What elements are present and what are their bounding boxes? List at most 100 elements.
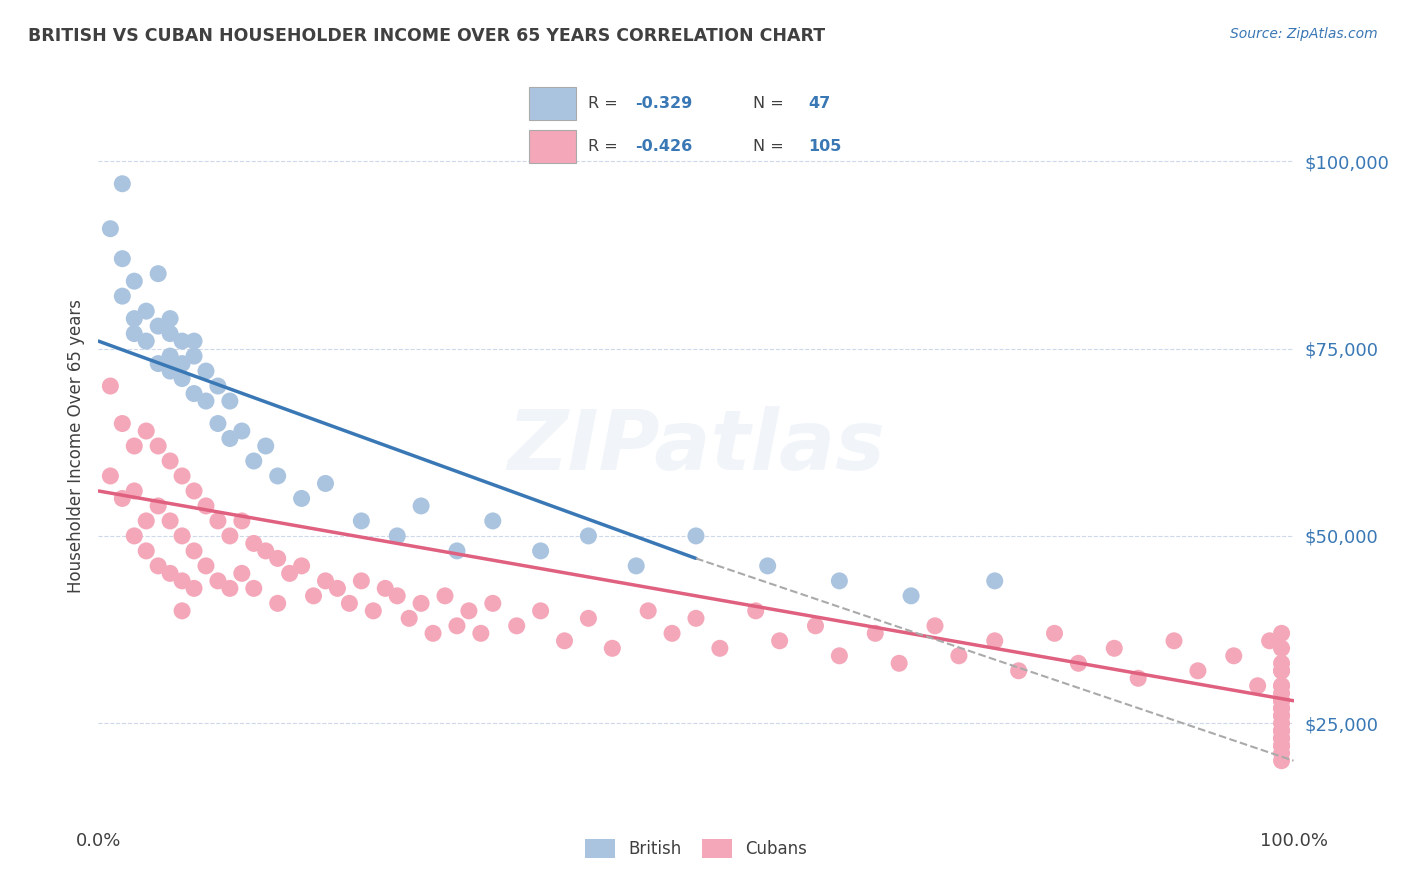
Point (159, 514, 181, 528)
Point (148, 357, 170, 371)
Point (554, 633, 576, 648)
Point (1187, 664, 1209, 678)
Point (135, 424, 157, 438)
Point (1271, 754, 1294, 768)
Point (231, 424, 253, 438)
Text: BRITISH VS CUBAN HOUSEHOLDER INCOME OVER 65 YEARS CORRELATION CHART: BRITISH VS CUBAN HOUSEHOLDER INCOME OVER… (28, 27, 825, 45)
Point (1271, 657, 1294, 671)
Point (1247, 679, 1270, 693)
Point (446, 544, 468, 558)
Point (385, 589, 409, 603)
Point (207, 417, 229, 431)
Point (1223, 648, 1246, 663)
Point (984, 633, 1007, 648)
Point (159, 566, 181, 581)
Text: ZIPatlas: ZIPatlas (508, 406, 884, 486)
Point (458, 604, 481, 618)
Point (1271, 708, 1294, 723)
Point (1067, 657, 1090, 671)
Point (1271, 716, 1294, 731)
Y-axis label: Householder Income Over 65 years: Householder Income Over 65 years (66, 299, 84, 593)
Point (124, 483, 146, 498)
Point (745, 604, 768, 618)
Point (1271, 731, 1294, 746)
Point (183, 334, 205, 348)
Point (1271, 701, 1294, 715)
Point (1271, 694, 1294, 708)
Point (363, 604, 385, 618)
Point (481, 514, 505, 528)
Point (172, 334, 194, 348)
Point (1271, 731, 1294, 746)
Point (1271, 641, 1294, 656)
Point (111, 252, 134, 266)
Point (291, 558, 314, 573)
Point (1271, 626, 1294, 640)
Point (1271, 686, 1294, 700)
Point (1271, 664, 1294, 678)
Point (1104, 641, 1126, 656)
Point (291, 491, 314, 506)
Point (267, 551, 290, 566)
Point (326, 582, 349, 596)
Point (111, 417, 134, 431)
Point (135, 544, 157, 558)
Point (111, 491, 134, 506)
Point (685, 611, 707, 625)
Point (231, 566, 253, 581)
Point (183, 386, 205, 401)
Point (1258, 633, 1281, 648)
Point (1271, 739, 1294, 753)
Point (530, 544, 553, 558)
Point (984, 574, 1007, 588)
Point (124, 439, 146, 453)
Point (530, 604, 553, 618)
Point (661, 626, 683, 640)
Point (219, 394, 242, 409)
Point (195, 364, 218, 378)
Point (948, 648, 970, 663)
Point (183, 483, 205, 498)
Point (398, 611, 420, 625)
Point (183, 544, 205, 558)
Point (828, 574, 851, 588)
Point (111, 289, 134, 303)
Point (685, 529, 707, 543)
Point (159, 326, 181, 341)
Point (124, 326, 146, 341)
Point (172, 469, 194, 483)
Point (1043, 626, 1066, 640)
Point (315, 574, 337, 588)
Point (1271, 694, 1294, 708)
Point (602, 641, 624, 656)
Point (172, 604, 194, 618)
Point (350, 514, 373, 528)
Point (756, 558, 779, 573)
Point (148, 439, 170, 453)
Point (172, 529, 194, 543)
Point (374, 582, 396, 596)
Point (172, 371, 194, 385)
Point (135, 334, 157, 348)
Point (183, 582, 205, 596)
Point (1163, 633, 1185, 648)
Point (339, 596, 361, 610)
Point (254, 544, 277, 558)
Point (267, 596, 290, 610)
Point (267, 469, 290, 483)
Point (183, 349, 205, 363)
Point (172, 357, 194, 371)
Point (1271, 723, 1294, 738)
Point (1271, 679, 1294, 693)
Point (350, 574, 373, 588)
Point (148, 499, 170, 513)
Point (768, 633, 790, 648)
Point (1271, 679, 1294, 693)
Point (195, 499, 218, 513)
Point (207, 514, 229, 528)
Point (243, 536, 266, 550)
Point (219, 432, 242, 446)
Point (243, 582, 266, 596)
Point (1271, 746, 1294, 760)
Point (124, 274, 146, 288)
